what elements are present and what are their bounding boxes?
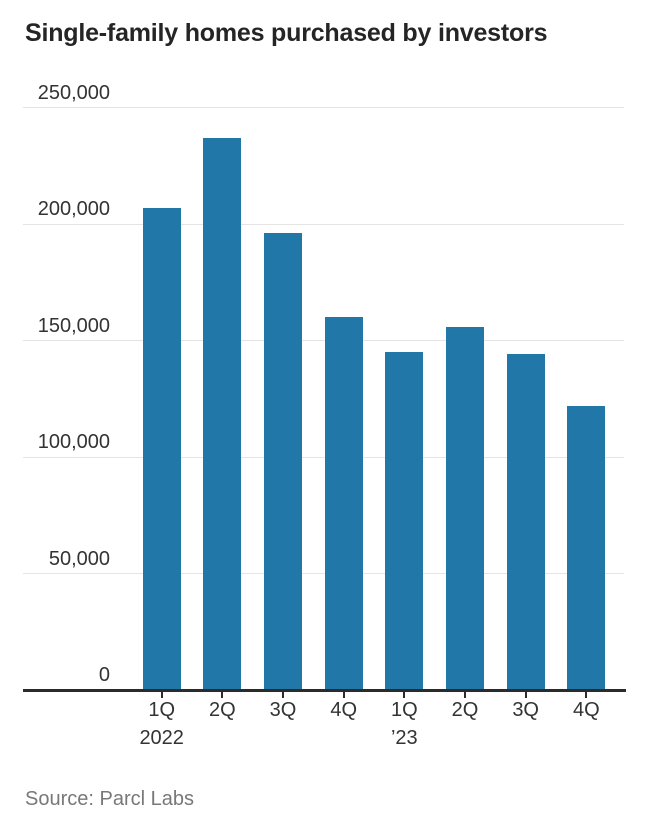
bar xyxy=(446,326,484,690)
bar xyxy=(506,354,545,690)
gridline xyxy=(23,340,624,341)
gridline xyxy=(23,223,624,225)
x-axis-tick-label: 1Q xyxy=(148,699,176,721)
bar xyxy=(142,207,181,690)
x-axis-tick xyxy=(282,691,285,698)
x-axis-tick-label: 4Q xyxy=(572,699,600,721)
x-axis-tick xyxy=(342,691,345,698)
x-axis-line xyxy=(23,689,626,692)
y-axis-tick-label: 50,000 xyxy=(48,547,110,570)
y-axis-tick-label: 0 xyxy=(98,664,110,686)
chart-title: Single-family homes purchased by investo… xyxy=(25,19,548,47)
x-axis-tick xyxy=(524,691,527,698)
x-axis-tick xyxy=(464,691,466,698)
bar xyxy=(203,137,242,690)
y-axis-tick-label: 100,000 xyxy=(37,431,110,453)
x-axis-tick xyxy=(221,691,224,698)
x-axis-year-label: 2022 xyxy=(139,727,184,749)
bar xyxy=(385,352,424,690)
x-axis-tick-label: 3Q xyxy=(269,699,297,721)
y-axis-tick-label: 200,000 xyxy=(37,198,110,220)
x-axis-tick xyxy=(160,691,163,698)
x-axis-year-label: ’23 xyxy=(390,727,418,749)
source-credit: Source: Parcl Labs xyxy=(25,788,194,810)
x-axis-tick xyxy=(585,691,588,698)
gridline xyxy=(23,573,624,574)
x-axis-tick-label: 1Q xyxy=(390,699,418,721)
gridline xyxy=(23,107,624,108)
y-axis-tick-label: 250,000 xyxy=(37,81,110,104)
bar xyxy=(324,317,363,690)
bar xyxy=(264,233,303,690)
x-axis-tick-label: 3Q xyxy=(512,699,539,721)
x-axis-tick-label: 2Q xyxy=(451,699,479,721)
y-axis-tick-label: 150,000 xyxy=(37,314,110,337)
x-axis-tick-label: 2Q xyxy=(209,699,236,721)
x-axis-tick xyxy=(403,691,406,698)
bar xyxy=(567,405,606,690)
x-axis-tick-label: 4Q xyxy=(330,699,358,721)
gridline xyxy=(23,456,624,458)
